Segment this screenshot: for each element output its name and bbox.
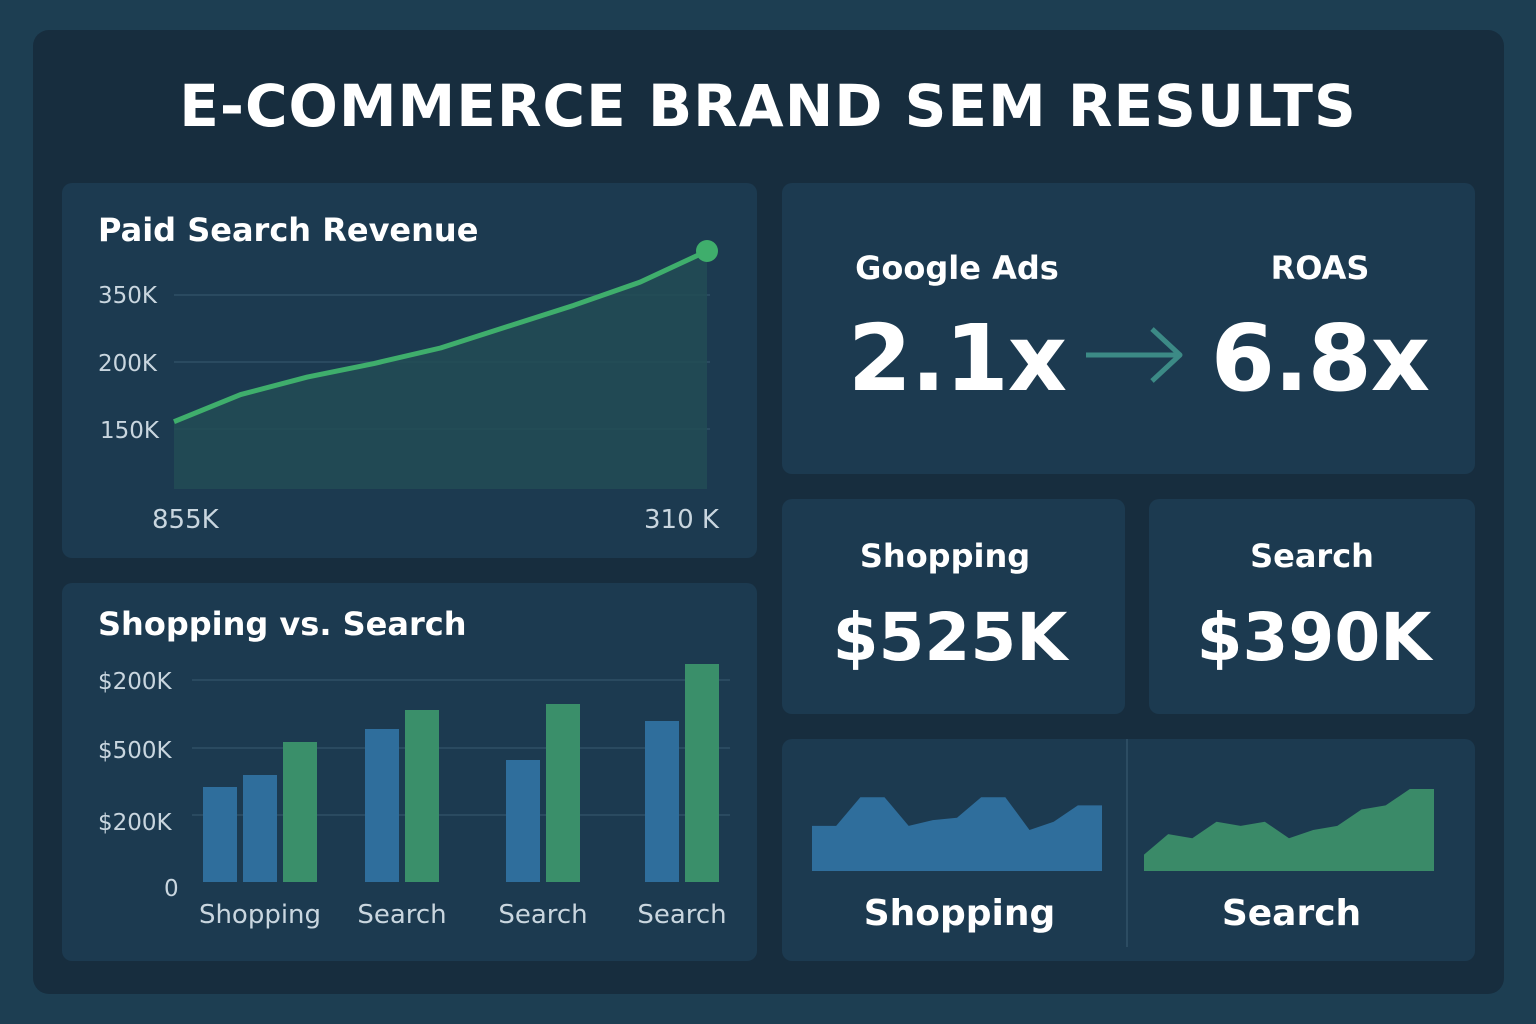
shopping-label: Shopping — [859, 537, 1031, 575]
shopping-value: $525K — [832, 599, 1068, 676]
revenue-end-point — [696, 240, 718, 262]
x-tick-label: Search — [637, 900, 726, 930]
bar — [685, 664, 719, 882]
search-kpi-panel: Search $390K — [1149, 499, 1475, 714]
roas-kpi-panel: Google Ads 2.1x ROAS 6.8x — [782, 183, 1475, 474]
y-tick-label: 350K — [98, 283, 158, 309]
bar — [283, 742, 317, 882]
bar — [243, 775, 277, 882]
revenue-line-chart: 350K 200K 150K 855K 310 K — [98, 240, 720, 535]
revenue-chart-title: Paid Search Revenue — [98, 211, 479, 249]
bar-chart-title: Shopping vs. Search — [98, 605, 467, 643]
page-title: E-COMMERCE BRAND SEM RESULTS — [179, 72, 1357, 140]
search-label: Search — [1250, 537, 1374, 575]
google-ads-label: Google Ads — [855, 249, 1059, 287]
bar — [405, 710, 439, 882]
x-tick-label: 855K — [152, 505, 220, 535]
bar — [203, 787, 237, 882]
bar — [506, 760, 540, 882]
shopping-vs-search-panel: Shopping vs. Search $200K $500K $200K 0 … — [62, 583, 757, 961]
shopping-sparkline — [812, 797, 1102, 871]
sparkline-divider — [1126, 739, 1128, 947]
shopping-kpi-panel: Shopping $525K — [782, 499, 1125, 714]
y-tick-label: 0 — [164, 876, 179, 902]
x-tick-label: Search — [357, 900, 446, 930]
roas-label: ROAS — [1270, 249, 1370, 287]
bar — [365, 729, 399, 882]
revenue-chart-panel: Paid Search Revenue 350K 200K 150K 855K … — [62, 183, 757, 558]
x-tick-label: Search — [498, 900, 587, 930]
search-value: $390K — [1196, 599, 1432, 676]
right-arrow-icon — [1086, 327, 1183, 383]
roas-value: 6.8x — [1210, 305, 1430, 412]
y-tick-label: $500K — [98, 738, 173, 764]
revenue-area — [174, 251, 707, 489]
google-ads-roas-value: 2.1x — [847, 305, 1067, 412]
bar — [645, 721, 679, 882]
y-tick-label: 200K — [98, 351, 158, 377]
y-tick-label: $200K — [98, 810, 173, 836]
y-tick-label: $200K — [98, 669, 173, 695]
revenue-line — [173, 248, 709, 425]
bar — [546, 704, 580, 882]
sparkline-panel: Shopping Search — [782, 739, 1475, 961]
search-sparkline-label: Search — [1221, 893, 1362, 934]
shopping-sparkline-label: Shopping — [863, 893, 1056, 934]
x-tick-label: Shopping — [199, 900, 321, 930]
shopping-vs-search-bar-chart: $200K $500K $200K 0 Shopping Search Sear… — [98, 664, 730, 930]
x-tick-label: 310 K — [644, 505, 720, 535]
y-tick-label: 150K — [100, 418, 160, 444]
search-sparkline — [1144, 789, 1434, 871]
